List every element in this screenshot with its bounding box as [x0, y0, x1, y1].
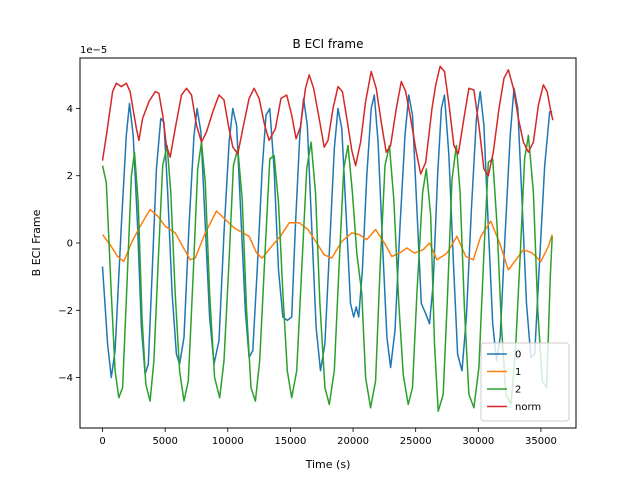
legend-label-2: 2 — [515, 385, 521, 396]
y-axis-label: B ECI Frame — [30, 209, 43, 276]
y-tick-label: 0 — [67, 239, 73, 250]
series-line-1 — [101, 208, 553, 271]
legend: 0 1 2 norm — [480, 342, 570, 422]
x-axis-label: Time (s) — [305, 458, 351, 471]
chart-title: B ECI frame — [293, 37, 364, 51]
x-tick-label: 20000 — [337, 436, 369, 447]
legend-box — [480, 342, 570, 422]
y-axis: −4 −2 0 2 4 — [58, 104, 80, 384]
series-line-2 — [101, 134, 553, 412]
x-tick-label: 25000 — [400, 436, 432, 447]
x-axis: 0 5000 10000 15000 20000 25000 30000 35000 — [99, 428, 557, 447]
y-tick-label: −4 — [58, 373, 73, 384]
y-tick-label: 4 — [67, 104, 73, 115]
series-line-0 — [101, 87, 553, 379]
y-offset-text: 1e−5 — [80, 45, 107, 56]
legend-label-1: 1 — [515, 367, 521, 378]
x-tick-label: 30000 — [462, 436, 494, 447]
x-tick-label: 15000 — [275, 436, 307, 447]
x-tick-label: 10000 — [212, 436, 244, 447]
x-tick-label: 35000 — [525, 436, 557, 447]
legend-label-0: 0 — [515, 350, 521, 361]
series-line-3 — [101, 65, 554, 177]
x-tick-label: 0 — [99, 436, 105, 447]
series-layer — [101, 65, 554, 412]
y-tick-label: −2 — [58, 306, 73, 317]
legend-label-3: norm — [515, 402, 541, 413]
y-tick-label: 2 — [67, 171, 73, 182]
x-tick-label: 5000 — [152, 436, 177, 447]
